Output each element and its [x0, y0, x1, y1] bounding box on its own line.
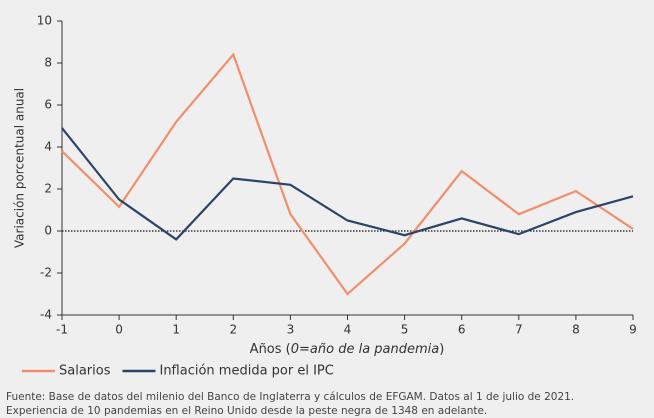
- x-tick-label: 5: [401, 323, 409, 337]
- x-label-part: 0=año de la pandemia: [291, 342, 440, 357]
- x-label-part: Años (: [250, 342, 291, 357]
- series-line: [61, 52, 634, 296]
- x-tick-label: 0: [115, 323, 123, 337]
- y-tick-label: 8: [44, 56, 52, 70]
- y-tick-label: 10: [37, 14, 52, 28]
- y-axis-label: Variación porcentual anual: [13, 88, 27, 248]
- y-tick-label: -2: [40, 266, 52, 280]
- x-tick-label: 7: [515, 323, 523, 337]
- y-tick-label: 6: [44, 98, 52, 112]
- x-tick-label: 3: [287, 323, 295, 337]
- legend-label: Salarios: [59, 364, 111, 379]
- legend-label: Inflación medida por el IPC: [159, 364, 333, 379]
- y-tick-label: 2: [44, 182, 52, 196]
- x-tick-label: 8: [572, 323, 580, 337]
- x-tick-label: 4: [344, 323, 352, 337]
- x-tick-label: 6: [458, 323, 466, 337]
- x-tick-label: 1: [172, 323, 180, 337]
- x-tick-label: 9: [629, 323, 637, 337]
- series-line: [61, 127, 634, 241]
- x-axis-label: Años (0=año de la pandemia): [250, 342, 445, 357]
- y-tick-label: -4: [40, 308, 52, 322]
- note: Experiencia de 10 pandemias en el Reino …: [6, 405, 487, 417]
- y-tick-label: 0: [44, 224, 52, 238]
- y-tick-label: 4: [44, 140, 52, 154]
- x-label-part: ): [439, 342, 444, 357]
- note: Fuente: Base de datos del milenio del Ba…: [6, 391, 574, 403]
- x-tick-label: -1: [56, 323, 68, 337]
- x-tick-label: 2: [229, 323, 237, 337]
